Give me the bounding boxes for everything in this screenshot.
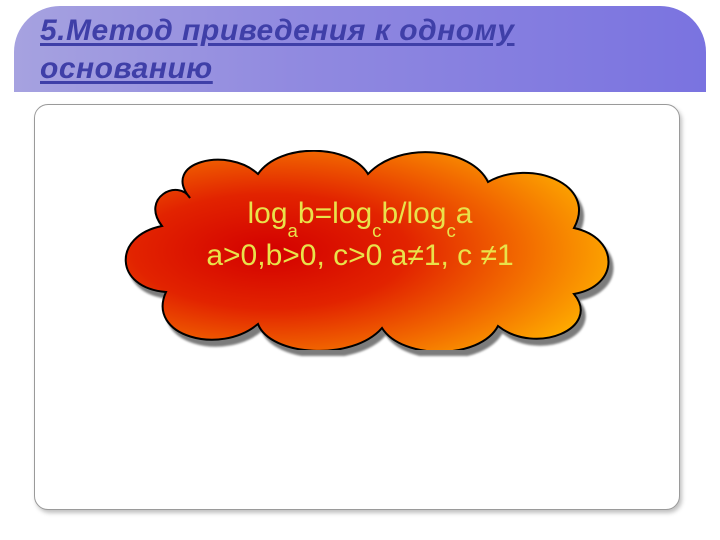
title-bar: 5.Метод приведения к одному основанию: [14, 6, 706, 92]
slide: 5.Метод приведения к одному основанию lo…: [0, 0, 720, 540]
content-panel: [34, 104, 680, 510]
slide-title: 5.Метод приведения к одному основанию: [40, 12, 680, 87]
